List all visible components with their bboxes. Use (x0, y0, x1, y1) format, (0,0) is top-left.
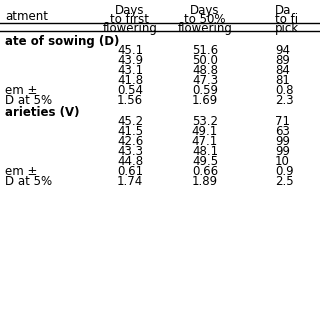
Text: ate of sowing (D): ate of sowing (D) (5, 35, 119, 48)
Text: pick: pick (275, 22, 299, 35)
Text: 0.59: 0.59 (192, 84, 218, 97)
Text: 81: 81 (275, 74, 290, 87)
Text: flowering: flowering (178, 22, 232, 35)
Text: 99: 99 (275, 135, 290, 148)
Text: 2.5: 2.5 (275, 175, 294, 188)
Text: D at 5%: D at 5% (5, 94, 52, 107)
Text: 53.2: 53.2 (192, 115, 218, 128)
Text: 2.3: 2.3 (275, 94, 294, 107)
Text: 0.61: 0.61 (117, 165, 143, 178)
Text: 41.5: 41.5 (117, 125, 143, 138)
Text: 71: 71 (275, 115, 290, 128)
Text: 50.0: 50.0 (192, 54, 218, 67)
Text: em ±: em ± (5, 165, 37, 178)
Text: atment: atment (5, 10, 48, 23)
Text: 1.69: 1.69 (192, 94, 218, 107)
Text: Da: Da (275, 4, 292, 17)
Text: 43.3: 43.3 (117, 145, 143, 158)
Text: 43.1: 43.1 (117, 64, 143, 77)
Text: 47.3: 47.3 (192, 74, 218, 87)
Text: 1.74: 1.74 (117, 175, 143, 188)
Text: 44.8: 44.8 (117, 155, 143, 168)
Text: 1.56: 1.56 (117, 94, 143, 107)
Text: 49.5: 49.5 (192, 155, 218, 168)
Text: 0.54: 0.54 (117, 84, 143, 97)
Text: 94: 94 (275, 44, 290, 57)
Text: 41.8: 41.8 (117, 74, 143, 87)
Text: to 50%: to 50% (184, 13, 226, 26)
Text: 45.1: 45.1 (117, 44, 143, 57)
Text: 48.8: 48.8 (192, 64, 218, 77)
Text: 89: 89 (275, 54, 290, 67)
Text: 49.1: 49.1 (192, 125, 218, 138)
Text: 84: 84 (275, 64, 290, 77)
Text: 43.9: 43.9 (117, 54, 143, 67)
Text: arieties (V): arieties (V) (5, 106, 79, 119)
Text: flowering: flowering (103, 22, 157, 35)
Text: 99: 99 (275, 145, 290, 158)
Text: 0.8: 0.8 (275, 84, 293, 97)
Text: 0.9: 0.9 (275, 165, 294, 178)
Text: 10: 10 (275, 155, 290, 168)
Text: 48.1: 48.1 (192, 145, 218, 158)
Text: Days: Days (115, 4, 145, 17)
Text: 1.89: 1.89 (192, 175, 218, 188)
Text: em ±: em ± (5, 84, 37, 97)
Text: to first: to first (110, 13, 149, 26)
Text: D at 5%: D at 5% (5, 175, 52, 188)
Text: 47.1: 47.1 (192, 135, 218, 148)
Text: Days: Days (190, 4, 220, 17)
Text: 63: 63 (275, 125, 290, 138)
Text: 51.6: 51.6 (192, 44, 218, 57)
Text: 45.2: 45.2 (117, 115, 143, 128)
Text: to fi: to fi (275, 13, 298, 26)
Text: 42.6: 42.6 (117, 135, 143, 148)
Text: 0.66: 0.66 (192, 165, 218, 178)
